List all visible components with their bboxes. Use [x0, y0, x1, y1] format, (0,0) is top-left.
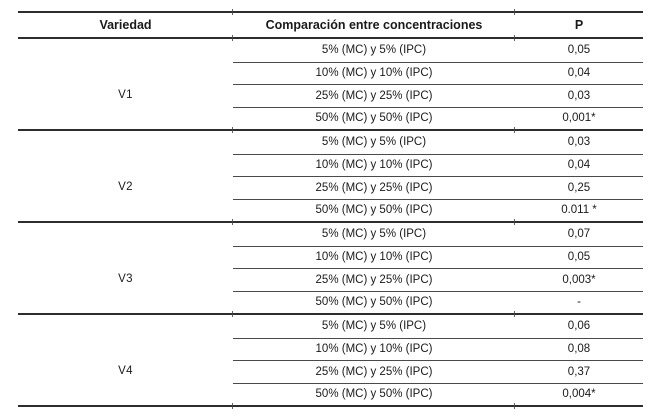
table-row: 50% (MC) y 50% (IPC) -: [233, 290, 643, 314]
variety-cell: V3: [18, 223, 233, 313]
p-value-cell: 0,07: [567, 228, 591, 241]
comparison-cell: 5% (MC) y 5% (IPC): [321, 44, 427, 57]
p-value-cell: 0,05: [567, 251, 591, 264]
variety-block: V2 5% (MC) y 5% (IPC) 0,03 10% (MC) y 10% (…: [18, 127, 643, 221]
comparison-rows: 5% (MC) y 5% (IPC) 0,03 10% (MC) y 10% (IP…: [233, 131, 643, 221]
p-value-cell: 0,03: [567, 89, 591, 102]
table-row: 50% (MC) y 50% (IPC) 0,004*: [233, 382, 643, 406]
grid-tick: [232, 403, 233, 409]
p-value-cell: 0.011 *: [561, 204, 597, 217]
comparison-cell: 10% (MC) y 10% (IPC): [315, 251, 433, 264]
p-value-cell: 0,003*: [562, 273, 596, 286]
grid-tick: [514, 127, 515, 133]
variety-cell: V2: [18, 131, 233, 221]
table-row: 5% (MC) y 5% (IPC) 0,03: [233, 131, 643, 154]
grid-tick: [514, 311, 515, 317]
comparison-cell: 10% (MC) y 10% (IPC): [315, 159, 433, 172]
p-value-cell: 0,37: [567, 365, 591, 378]
comparison-cell: 25% (MC) y 25% (IPC): [315, 89, 433, 102]
grid-tick: [232, 219, 233, 225]
comparison-cell: 25% (MC) y 25% (IPC): [315, 365, 433, 378]
table-row: 5% (MC) y 5% (IPC) 0,06: [233, 315, 643, 338]
table-row: 10% (MC) y 10% (IPC) 0,05: [233, 245, 643, 269]
grid-tick: [514, 219, 515, 225]
variety-label: V3: [118, 273, 133, 285]
comparison-cell: 50% (MC) y 50% (IPC): [315, 112, 433, 125]
grid-tick: [232, 9, 233, 15]
variety-block: V3 5% (MC) y 5% (IPC) 0,07 10% (MC) y 10% (…: [18, 219, 643, 313]
p-value-cell: 0,001*: [562, 112, 596, 125]
p-value-cell: -: [577, 296, 581, 309]
variety-label: V2: [118, 181, 133, 193]
comparison-cell: 25% (MC) y 25% (IPC): [315, 181, 433, 194]
comparison-cell: 10% (MC) y 10% (IPC): [315, 67, 433, 80]
comparison-cell: 25% (MC) y 25% (IPC): [315, 273, 433, 286]
p-value-cell: 0,25: [567, 181, 591, 194]
table-row: 10% (MC) y 10% (IPC) 0,04: [233, 61, 643, 85]
table-row: 25% (MC) y 25% (IPC) 0,003*: [233, 268, 643, 291]
table-row: 25% (MC) y 25% (IPC) 0,03: [233, 84, 643, 107]
grid-tick: [514, 9, 515, 15]
comparison-rows: 5% (MC) y 5% (IPC) 0,05 10% (MC) y 10% (IP…: [233, 39, 643, 129]
grid-tick: [232, 311, 233, 317]
variety-cell: V1: [18, 39, 233, 129]
variety-block: V4 5% (MC) y 5% (IPC) 0,06 10% (MC) y 10% (…: [18, 311, 643, 409]
table-row: 25% (MC) y 25% (IPC) 0,37: [233, 360, 643, 383]
table-body: V1 5% (MC) y 5% (IPC) 0,05 10% (MC) y 10% (…: [18, 39, 643, 409]
table-header-row: Variedad Comparación entre concentracion…: [18, 9, 643, 41]
comparison-cell: 5% (MC) y 5% (IPC): [321, 228, 427, 241]
comparison-rows: 5% (MC) y 5% (IPC) 0,07 10% (MC) y 10% (IP…: [233, 223, 643, 313]
comparison-cell: 10% (MC) y 10% (IPC): [315, 343, 433, 356]
variety-label: V4: [118, 365, 133, 377]
table-row: 10% (MC) y 10% (IPC) 0,08: [233, 337, 643, 361]
header-variedad: Variedad: [99, 18, 152, 32]
comparison-cell: 50% (MC) y 50% (IPC): [315, 296, 433, 309]
p-value-cell: 0,03: [567, 136, 591, 149]
comparison-cell: 50% (MC) y 50% (IPC): [315, 204, 433, 217]
table-row: 25% (MC) y 25% (IPC) 0,25: [233, 176, 643, 199]
p-value-cell: 0,004*: [562, 388, 596, 401]
comparison-table: Variedad Comparación entre concentracion…: [18, 9, 643, 409]
table-row: 10% (MC) y 10% (IPC) 0,04: [233, 153, 643, 177]
p-value-cell: 0,04: [567, 159, 591, 172]
comparison-rows: 5% (MC) y 5% (IPC) 0,06 10% (MC) y 10% (IP…: [233, 315, 643, 405]
header-comparacion: Comparación entre concentraciones: [265, 18, 483, 32]
table-row: 50% (MC) y 50% (IPC) 0.011 *: [233, 198, 643, 222]
p-value-cell: 0,06: [567, 320, 591, 333]
variety-cell: V4: [18, 315, 233, 405]
variety-label: V1: [118, 89, 133, 101]
comparison-cell: 5% (MC) y 5% (IPC): [321, 320, 427, 333]
table-row: 5% (MC) y 5% (IPC) 0,07: [233, 223, 643, 246]
table-row: 5% (MC) y 5% (IPC) 0,05: [233, 39, 643, 62]
p-value-cell: 0,08: [567, 343, 591, 356]
grid-tick: [232, 35, 233, 41]
p-value-cell: 0,04: [567, 67, 591, 80]
grid-tick: [514, 403, 515, 409]
variety-block: V1 5% (MC) y 5% (IPC) 0,05 10% (MC) y 10% (…: [18, 39, 643, 129]
grid-tick: [232, 127, 233, 133]
comparison-cell: 50% (MC) y 50% (IPC): [315, 388, 433, 401]
p-value-cell: 0,05: [567, 44, 591, 57]
header-p: P: [574, 18, 584, 32]
comparison-cell: 5% (MC) y 5% (IPC): [321, 136, 427, 149]
grid-tick: [514, 35, 515, 41]
table-row: 50% (MC) y 50% (IPC) 0,001*: [233, 106, 643, 130]
